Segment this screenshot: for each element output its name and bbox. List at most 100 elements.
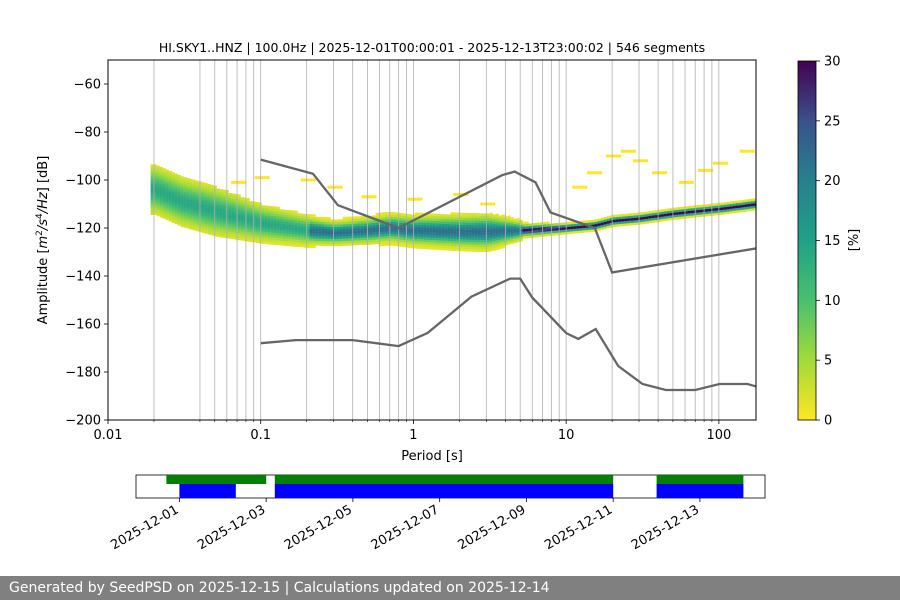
- pdf-cell: [393, 229, 397, 232]
- pdf-cell: [273, 240, 277, 243]
- pdf-cell: [318, 236, 322, 239]
- pdf-cell: [399, 227, 403, 230]
- pdf-cell: [171, 181, 175, 185]
- pdf-cell: [687, 210, 691, 214]
- pdf-cell: [552, 223, 556, 226]
- pdf-cell: [327, 233, 331, 237]
- pdf-cell: [585, 222, 589, 226]
- pdf-cell: [423, 217, 427, 221]
- pdf-cell: [489, 220, 493, 223]
- pdf-cell: [378, 243, 382, 247]
- pdf-cell: [378, 222, 382, 225]
- pdf-cell: [480, 218, 484, 221]
- pdf-cell: [528, 223, 532, 227]
- pdf-cell: [318, 238, 322, 241]
- pdf-cell: [171, 208, 175, 211]
- pdf-cell: [270, 237, 274, 240]
- pdf-cell: [249, 217, 253, 221]
- pdf-cell: [384, 228, 388, 232]
- pdf-cell: [342, 228, 346, 232]
- pdf-cell: [474, 234, 478, 238]
- pdf-cell-sparse: [590, 171, 594, 175]
- pdf-cell: [150, 205, 154, 208]
- pdf-cell: [306, 231, 310, 234]
- pdf-cell: [177, 194, 181, 197]
- pdf-cell: [222, 232, 226, 236]
- pdf-cell: [243, 214, 247, 218]
- pdf-cell: [429, 232, 433, 236]
- pdf-cell: [267, 225, 271, 228]
- pdf-cell: [486, 249, 490, 253]
- pdf-cell: [414, 234, 418, 237]
- pdf-cell: [240, 228, 244, 231]
- pdf-cell: [501, 226, 505, 230]
- pdf-cell: [417, 241, 421, 244]
- pdf-cell: [735, 207, 739, 211]
- pdf-cell: [219, 208, 223, 211]
- pdf-cell: [615, 214, 619, 218]
- pdf-cell: [513, 218, 517, 222]
- pdf-cell: [171, 203, 175, 207]
- pdf-cell: [561, 224, 565, 228]
- y-tick-label: −200: [65, 414, 101, 429]
- pdf-cell: [273, 225, 277, 229]
- pdf-cell: [441, 214, 445, 217]
- pdf-cell: [255, 240, 259, 243]
- pdf-cell: [297, 234, 301, 238]
- pdf-cell: [486, 235, 490, 238]
- pdf-cell: [342, 238, 346, 241]
- pdf-cell: [480, 249, 484, 252]
- pdf-cell: [168, 197, 172, 200]
- pdf-cell: [444, 243, 448, 246]
- pdf-cell: [417, 239, 421, 242]
- pdf-cell: [177, 179, 181, 183]
- pdf-cell: [690, 205, 694, 209]
- pdf-cell: [708, 203, 712, 207]
- pdf-cell: [429, 218, 433, 221]
- pdf-cell: [216, 224, 220, 228]
- pdf-cell: [444, 238, 448, 241]
- pdf-cell: [507, 217, 511, 221]
- pdf-cell: [291, 220, 295, 223]
- pdf-cell: [204, 199, 208, 203]
- pdf-cell: [570, 228, 574, 232]
- pdf-cell: [291, 239, 295, 242]
- pdf-cell: [324, 238, 328, 242]
- pdf-cell: [336, 231, 340, 235]
- pdf-cell: [204, 221, 208, 225]
- pdf-cell: [726, 209, 730, 212]
- pdf-cell: [525, 235, 529, 239]
- pdf-cell: [276, 216, 280, 219]
- pdf-cell: [510, 236, 514, 239]
- pdf-cell: [399, 234, 403, 238]
- pdf-cell: [165, 176, 169, 180]
- pdf-cell: [471, 227, 475, 231]
- pdf-cell: [255, 216, 259, 219]
- pdf-cell: [273, 242, 277, 245]
- pdf-cell: [246, 222, 250, 225]
- pdf-cell: [444, 214, 448, 217]
- pdf-cell: [381, 233, 385, 237]
- pdf-cell: [264, 234, 268, 237]
- pdf-cell: [465, 217, 469, 221]
- pdf-cell: [378, 231, 382, 235]
- pdf-cell: [465, 244, 469, 247]
- pdf-cell: [396, 239, 400, 242]
- pdf-cell: [324, 231, 328, 234]
- pdf-cell-sparse: [682, 180, 685, 184]
- pdf-cell: [447, 245, 451, 249]
- pdf-cell: [159, 176, 163, 180]
- pdf-cell: [270, 242, 274, 245]
- pdf-cell: [657, 217, 661, 220]
- pdf-cell: [204, 223, 208, 227]
- pdf-cell: [447, 238, 451, 241]
- pdf-cell: [390, 243, 394, 246]
- pdf-cell: [330, 229, 334, 232]
- pdf-cell-sparse: [596, 171, 600, 175]
- pdf-cell: [153, 181, 157, 184]
- pdf-cell: [180, 214, 184, 218]
- pdf-cell: [408, 235, 412, 239]
- pdf-cell: [585, 220, 589, 223]
- pdf-cell: [405, 240, 409, 243]
- pdf-cell: [393, 243, 397, 246]
